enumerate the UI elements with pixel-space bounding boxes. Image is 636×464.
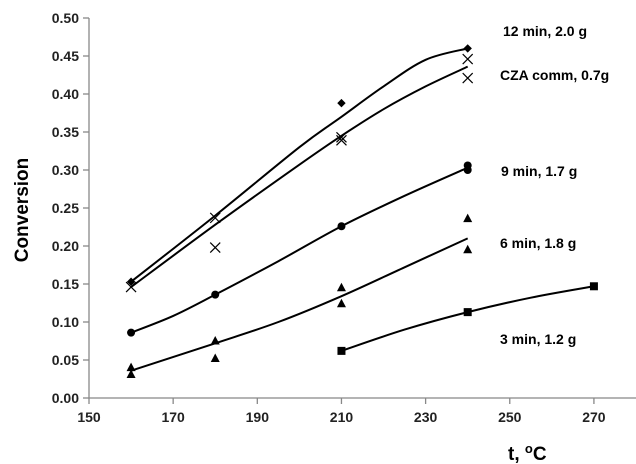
triangle-marker [210,336,220,345]
x-tick-label: 190 [246,409,270,425]
x-marker [336,131,347,143]
circle-marker [463,166,472,174]
series-label: 12 min, 2.0 g [503,23,587,39]
triangle-marker [126,362,136,372]
x-tick-label: 210 [330,409,354,425]
y-tick-label: 0.30 [52,162,79,178]
triangle-marker [463,213,473,223]
diamond-marker [126,277,136,286]
square-marker [337,346,346,355]
y-tick-label: 0.50 [52,10,79,26]
triangle-marker [463,244,473,254]
x-axis-unit: oC [525,441,547,464]
series-label: 6 min, 1.8 g [500,235,576,251]
x-axis-title-text: t, [508,444,525,464]
diamond-marker [337,98,346,108]
x-tick-label: 170 [161,409,185,425]
circle-marker [337,222,346,231]
y-tick-label: 0.10 [52,314,79,330]
x-axis-title: t, oC [508,441,547,464]
y-tick-label: 0.25 [52,200,79,216]
series-trend-line [130,47,468,283]
triangle-marker [126,369,136,378]
x-marker [125,281,137,293]
triangle-marker [336,298,346,308]
square-marker [463,308,472,317]
degree-superscript: o [525,441,533,456]
circle-marker [127,328,136,337]
series-label: 9 min, 1.7 g [501,163,577,179]
y-tick-label: 0.40 [52,86,79,102]
triangle-marker [336,282,346,292]
x-tick-label: 230 [414,409,438,425]
y-tick-label: 0.45 [52,48,79,64]
y-tick-label: 0.15 [52,276,79,292]
y-tick-label: 0.20 [52,238,79,254]
x-marker [209,212,221,224]
y-tick-label: 0.05 [52,352,79,368]
series-trend-line [130,237,469,372]
x-tick-label: 270 [582,409,606,425]
diamond-marker [463,44,472,53]
x-marker [462,72,474,84]
x-tick-label: 150 [77,409,101,425]
plot-area: 0.00 0.05 0.10 0.15 0.20 0.25 0.30 0.35 0.40 0.45… [52,10,636,425]
series-label: CZA comm, 0.7g [500,67,609,83]
y-tick-label: 0.35 [52,124,79,140]
series-trend-line [130,166,469,334]
square-marker [589,282,598,291]
x-marker [462,53,474,65]
series-trend-line [130,65,469,288]
celsius-letter: C [533,444,547,464]
y-axis-title: Conversion [12,158,33,263]
circle-marker [211,290,220,299]
y-tick-label: 0.00 [52,390,79,406]
triangle-marker [210,353,220,362]
x-tick-label: 250 [498,409,522,425]
x-marker [209,242,221,253]
x-marker [336,134,347,146]
series-label: 3 min, 1.2 g [500,331,576,347]
